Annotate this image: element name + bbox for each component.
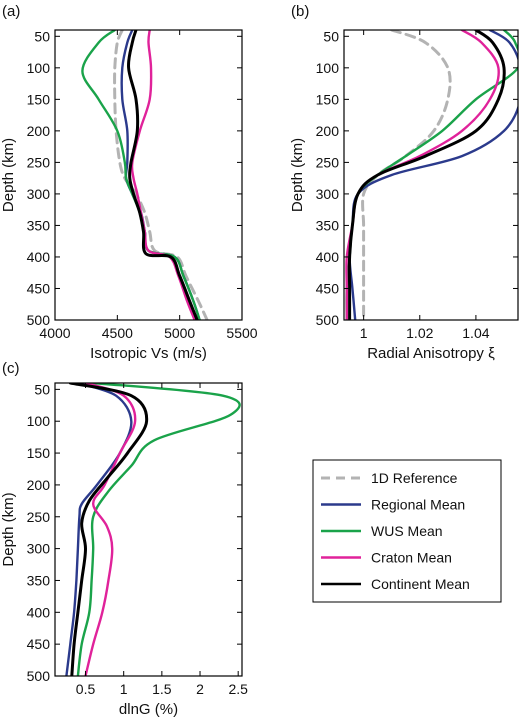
series-line-craton-mean: [345, 30, 500, 320]
y-axis-label: Depth (km): [0, 492, 17, 566]
x-axis-label: dlnG (%): [119, 701, 178, 718]
y-tick-label: 100: [316, 60, 340, 76]
series-line-craton-mean: [84, 383, 137, 676]
y-tick-label: 50: [323, 28, 339, 44]
y-tick-label: 300: [27, 186, 51, 202]
series-line-continent-mean: [68, 383, 149, 676]
x-tick-label: 2: [196, 681, 204, 697]
series-group: [65, 383, 241, 676]
y-tick-label: 200: [27, 477, 51, 493]
y-tick-label: 100: [27, 413, 51, 429]
panel-label: (b): [291, 3, 309, 20]
plot-frame: [54, 29, 243, 321]
y-tick-label: 500: [27, 312, 51, 328]
y-tick-label: 450: [27, 280, 51, 296]
panel-label: (c): [2, 360, 20, 377]
y-tick-label: 200: [27, 123, 51, 139]
x-tick-label: 5000: [164, 325, 195, 341]
y-tick-label: 250: [27, 154, 51, 170]
y-axis-label: Depth (km): [289, 138, 306, 212]
y-tick-label: 450: [27, 636, 51, 652]
series-line-wus-mean: [76, 383, 241, 676]
y-tick-label: 50: [34, 381, 50, 397]
x-tick-label: 4000: [39, 325, 70, 341]
y-tick-label: 150: [316, 91, 340, 107]
y-tick-label: 200: [316, 123, 340, 139]
y-tick-label: 500: [316, 312, 340, 328]
x-axis-label: Radial Anisotropy ξ: [367, 345, 495, 362]
y-tick-label: 250: [27, 509, 51, 525]
y-tick-label: 50: [34, 28, 50, 44]
x-axis-label: Isotropic Vs (m/s): [90, 345, 207, 362]
series-line-wus-mean: [81, 30, 201, 320]
panel-label: (a): [2, 3, 20, 20]
y-tick-label: 250: [316, 154, 340, 170]
panel-b: 50 100 150 200 250 300 350 400 450 500 1 1.02 1.04 Ra…: [289, 3, 519, 362]
series-group: [345, 30, 518, 320]
series-line-continent-mean: [127, 30, 199, 320]
y-tick-label: 300: [27, 541, 51, 557]
y-tick-label: 150: [27, 445, 51, 461]
x-tick-label: 0.5: [76, 681, 96, 697]
plot-frame: [343, 29, 519, 321]
legend-entry: Craton Mean: [371, 550, 452, 566]
legend-entry: WUS Mean: [371, 523, 443, 539]
y-tick-label: 450: [316, 280, 340, 296]
panel-c: 50 100 150 200 250 300 350 400 450 500 0.5 1 1.5 2 2.5…: [0, 360, 248, 718]
y-tick-label: 350: [316, 217, 340, 233]
x-tick-label: 1.5: [152, 681, 172, 697]
plot-frame: [54, 382, 243, 677]
series-group: [81, 30, 209, 320]
series-line-regional-mean: [65, 383, 133, 676]
y-tick-label: 500: [27, 668, 51, 684]
x-tick-label: 4500: [102, 325, 133, 341]
x-tick-label: 1: [120, 681, 128, 697]
y-axis-label: Depth (km): [0, 138, 17, 212]
y-tick-label: 100: [27, 60, 51, 76]
legend-entry: Continent Mean: [371, 576, 470, 592]
y-tick-label: 150: [27, 91, 51, 107]
y-tick-label: 350: [27, 572, 51, 588]
y-tick-label: 400: [316, 249, 340, 265]
x-tick-label: 1.02: [406, 325, 433, 341]
y-tick-label: 400: [27, 249, 51, 265]
x-tick-label: 1: [360, 325, 368, 341]
y-tick-label: 350: [27, 217, 51, 233]
legend-entry: 1D Reference: [371, 470, 458, 486]
x-tick-label: 1.04: [462, 325, 489, 341]
series-line-wus-mean: [345, 30, 518, 320]
y-tick-label: 400: [27, 604, 51, 620]
series-line-1d-reference: [361, 30, 452, 320]
x-tick-label: 5500: [226, 325, 257, 341]
y-tick-label: 300: [316, 186, 340, 202]
series-line-1d-reference: [113, 30, 209, 320]
x-tick-label: 2.5: [228, 681, 248, 697]
legend: 1D Reference Regional Mean WUS Mean Craton …: [312, 459, 502, 603]
series-line-continent-mean: [347, 30, 506, 320]
legend-entry: Regional Mean: [371, 497, 465, 513]
